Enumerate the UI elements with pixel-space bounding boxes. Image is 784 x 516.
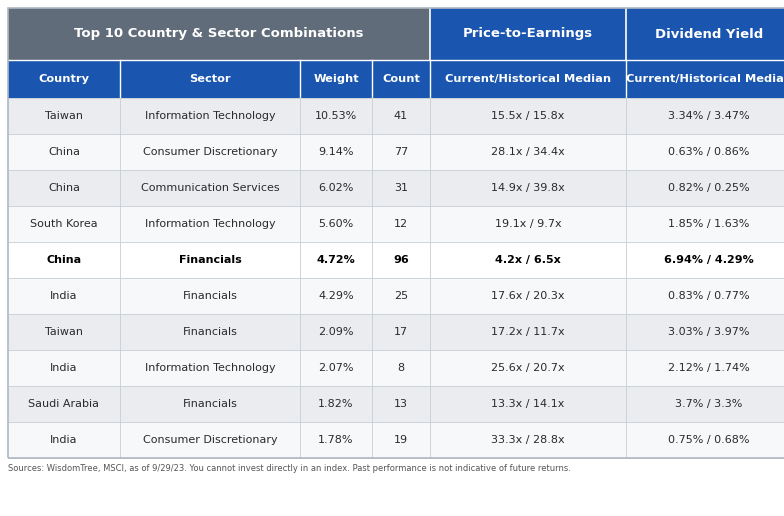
Text: 4.2x / 6.5x: 4.2x / 6.5x bbox=[495, 255, 561, 265]
Text: 25.6x / 20.7x: 25.6x / 20.7x bbox=[492, 363, 564, 373]
Bar bbox=[8, 134, 784, 170]
Text: Price-to-Earnings: Price-to-Earnings bbox=[463, 27, 593, 40]
Text: South Korea: South Korea bbox=[31, 219, 98, 229]
Text: 0.75% / 0.68%: 0.75% / 0.68% bbox=[668, 435, 750, 445]
Text: Current/Historical Median: Current/Historical Median bbox=[626, 74, 784, 84]
Text: Information Technology: Information Technology bbox=[145, 363, 275, 373]
Text: 6.94% / 4.29%: 6.94% / 4.29% bbox=[664, 255, 754, 265]
Text: 17.6x / 20.3x: 17.6x / 20.3x bbox=[492, 291, 564, 301]
Text: Financials: Financials bbox=[183, 399, 238, 409]
Bar bbox=[8, 278, 784, 314]
Text: 19.1x / 9.7x: 19.1x / 9.7x bbox=[495, 219, 561, 229]
Text: 41: 41 bbox=[394, 111, 408, 121]
Text: 10.53%: 10.53% bbox=[315, 111, 358, 121]
Text: 2.12% / 1.74%: 2.12% / 1.74% bbox=[668, 363, 750, 373]
Text: Dividend Yield: Dividend Yield bbox=[655, 27, 763, 40]
Text: 1.78%: 1.78% bbox=[318, 435, 354, 445]
Text: Information Technology: Information Technology bbox=[145, 219, 275, 229]
Text: 0.63% / 0.86%: 0.63% / 0.86% bbox=[668, 147, 750, 157]
Text: 12: 12 bbox=[394, 219, 408, 229]
Text: 4.72%: 4.72% bbox=[317, 255, 355, 265]
Text: Consumer Discretionary: Consumer Discretionary bbox=[143, 435, 278, 445]
Text: China: China bbox=[48, 183, 80, 193]
Bar bbox=[430, 60, 626, 98]
Text: 15.5x / 15.8x: 15.5x / 15.8x bbox=[492, 111, 564, 121]
Text: 9.14%: 9.14% bbox=[318, 147, 354, 157]
Text: Current/Historical Median: Current/Historical Median bbox=[445, 74, 611, 84]
Bar bbox=[626, 8, 784, 60]
Text: Sector: Sector bbox=[189, 74, 230, 84]
Text: Financials: Financials bbox=[179, 255, 241, 265]
Text: Weight: Weight bbox=[313, 74, 359, 84]
Bar bbox=[8, 8, 430, 60]
Text: 0.82% / 0.25%: 0.82% / 0.25% bbox=[668, 183, 750, 193]
Text: Information Technology: Information Technology bbox=[145, 111, 275, 121]
Text: 8: 8 bbox=[397, 363, 405, 373]
Bar bbox=[8, 8, 784, 458]
Text: Taiwan: Taiwan bbox=[45, 111, 83, 121]
Bar bbox=[120, 60, 300, 98]
Text: 6.02%: 6.02% bbox=[318, 183, 354, 193]
Text: 2.07%: 2.07% bbox=[318, 363, 354, 373]
Text: Consumer Discretionary: Consumer Discretionary bbox=[143, 147, 278, 157]
Text: 5.60%: 5.60% bbox=[318, 219, 354, 229]
Text: 17: 17 bbox=[394, 327, 408, 337]
Text: 19: 19 bbox=[394, 435, 408, 445]
Text: 13.3x / 14.1x: 13.3x / 14.1x bbox=[492, 399, 564, 409]
Text: 3.34% / 3.47%: 3.34% / 3.47% bbox=[668, 111, 750, 121]
Bar bbox=[8, 350, 784, 386]
Bar bbox=[8, 98, 784, 134]
Text: Top 10 Country & Sector Combinations: Top 10 Country & Sector Combinations bbox=[74, 27, 364, 40]
Bar bbox=[8, 170, 784, 206]
Text: 2.09%: 2.09% bbox=[318, 327, 354, 337]
Text: 14.9x / 39.8x: 14.9x / 39.8x bbox=[491, 183, 565, 193]
Text: 96: 96 bbox=[393, 255, 409, 265]
Bar bbox=[626, 60, 784, 98]
Text: China: China bbox=[46, 255, 82, 265]
Text: India: India bbox=[50, 363, 78, 373]
Text: 1.85% / 1.63%: 1.85% / 1.63% bbox=[668, 219, 750, 229]
Text: 28.1x / 34.4x: 28.1x / 34.4x bbox=[491, 147, 565, 157]
Text: 25: 25 bbox=[394, 291, 408, 301]
Text: 1.82%: 1.82% bbox=[318, 399, 354, 409]
Bar bbox=[8, 242, 784, 278]
Text: 33.3x / 28.8x: 33.3x / 28.8x bbox=[492, 435, 564, 445]
Bar bbox=[8, 206, 784, 242]
Bar bbox=[372, 60, 430, 98]
Text: Sources: WisdomTree, MSCI, as of 9/29/23. You cannot invest directly in an index: Sources: WisdomTree, MSCI, as of 9/29/23… bbox=[8, 464, 571, 473]
Text: China: China bbox=[48, 147, 80, 157]
Text: Communication Services: Communication Services bbox=[140, 183, 279, 193]
Bar bbox=[300, 60, 372, 98]
Text: 17.2x / 11.7x: 17.2x / 11.7x bbox=[492, 327, 564, 337]
Text: 0.83% / 0.77%: 0.83% / 0.77% bbox=[668, 291, 750, 301]
Text: India: India bbox=[50, 291, 78, 301]
Bar bbox=[8, 422, 784, 458]
Text: Taiwan: Taiwan bbox=[45, 327, 83, 337]
Bar bbox=[8, 60, 120, 98]
Text: Financials: Financials bbox=[183, 291, 238, 301]
Text: 3.03% / 3.97%: 3.03% / 3.97% bbox=[668, 327, 750, 337]
Text: India: India bbox=[50, 435, 78, 445]
Text: 77: 77 bbox=[394, 147, 408, 157]
Text: 3.7% / 3.3%: 3.7% / 3.3% bbox=[675, 399, 742, 409]
Text: 4.29%: 4.29% bbox=[318, 291, 354, 301]
Bar bbox=[430, 8, 626, 60]
Text: 13: 13 bbox=[394, 399, 408, 409]
Text: Country: Country bbox=[38, 74, 89, 84]
Text: Financials: Financials bbox=[183, 327, 238, 337]
Text: Saudi Arabia: Saudi Arabia bbox=[28, 399, 100, 409]
Text: 31: 31 bbox=[394, 183, 408, 193]
Bar bbox=[8, 386, 784, 422]
Text: Count: Count bbox=[382, 74, 420, 84]
Bar bbox=[8, 314, 784, 350]
